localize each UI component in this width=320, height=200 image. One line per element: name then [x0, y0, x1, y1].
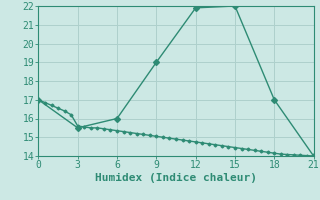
X-axis label: Humidex (Indice chaleur): Humidex (Indice chaleur) [95, 173, 257, 183]
